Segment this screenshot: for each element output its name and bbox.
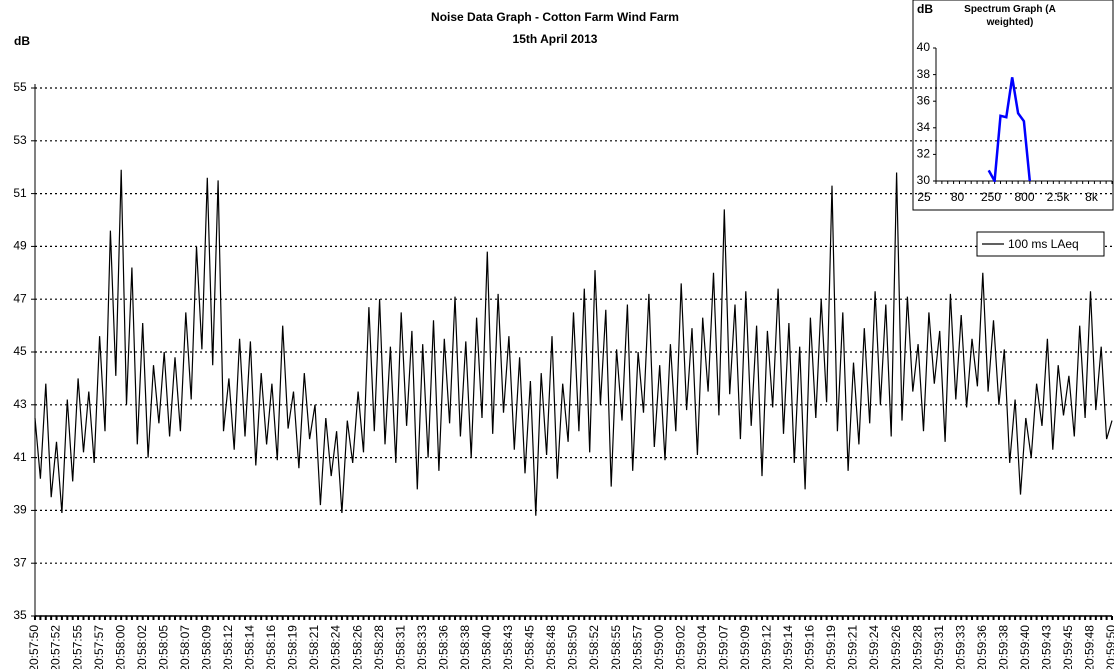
inset-y-tick-label: 40 bbox=[917, 40, 931, 54]
y-tick-label: 39 bbox=[13, 503, 27, 517]
y-tick-label: 35 bbox=[13, 608, 27, 622]
x-tick-label: 20:59:28 bbox=[910, 625, 924, 669]
x-tick-label: 20:58:24 bbox=[329, 625, 343, 669]
inset-y-tick-label: 38 bbox=[917, 67, 931, 81]
x-tick-label: 20:59:14 bbox=[781, 625, 795, 669]
x-tick-label: 20:59:12 bbox=[760, 625, 774, 669]
spectrum-line bbox=[987, 77, 1032, 182]
x-tick-label: 20:58:40 bbox=[480, 625, 494, 669]
x-tick-label: 20:58:38 bbox=[458, 625, 472, 669]
y-tick-label: 49 bbox=[13, 239, 27, 253]
inset-x-tick-label: 25 bbox=[917, 190, 931, 204]
x-tick-label: 20:58:00 bbox=[113, 625, 127, 669]
y-tick-label: 55 bbox=[13, 80, 27, 94]
x-tick-label: 20:59:21 bbox=[846, 625, 860, 669]
inset-title: Spectrum Graph (A weighted) bbox=[964, 4, 1056, 28]
x-tick-label: 20:59:50 bbox=[1104, 625, 1114, 669]
inset-x-tick-label: 2.5k bbox=[1047, 190, 1071, 204]
x-tick-label: 20:58:07 bbox=[178, 625, 192, 669]
x-tick-label: 20:59:16 bbox=[803, 625, 817, 669]
x-tick-label: 20:58:26 bbox=[350, 625, 364, 669]
y-tick-label: 41 bbox=[13, 450, 27, 464]
x-tick-label: 20:59:48 bbox=[1083, 625, 1097, 669]
x-tick-label: 20:57:52 bbox=[49, 625, 63, 669]
x-tick-label: 20:57:57 bbox=[92, 625, 106, 669]
x-tick-label: 20:58:50 bbox=[566, 625, 580, 669]
x-tick-label: 20:59:36 bbox=[975, 625, 989, 669]
inset-x-tick-label: 250 bbox=[981, 190, 1001, 204]
y-tick-label: 45 bbox=[13, 344, 27, 358]
x-tick-label: 20:59:04 bbox=[695, 625, 709, 669]
x-tick-label: 20:59:00 bbox=[652, 625, 666, 669]
x-tick-label: 20:59:33 bbox=[953, 625, 967, 669]
x-tick-label: 20:59:07 bbox=[716, 625, 730, 669]
y-tick-label: 47 bbox=[13, 291, 27, 305]
chart-subtitle: 15th April 2013 bbox=[513, 32, 598, 46]
x-tick-label: 20:58:12 bbox=[221, 625, 235, 669]
x-tick-label: 20:58:55 bbox=[609, 625, 623, 669]
x-tick-label: 20:59:19 bbox=[824, 625, 838, 669]
x-tick-label: 20:58:14 bbox=[243, 625, 257, 669]
x-tick-label: 20:59:38 bbox=[996, 625, 1010, 669]
x-tick-label: 20:59:43 bbox=[1040, 625, 1054, 669]
x-tick-label: 20:58:19 bbox=[286, 625, 300, 669]
y-tick-label: 43 bbox=[13, 397, 27, 411]
inset-frame bbox=[912, 0, 1114, 211]
inset-y-label: dB bbox=[917, 2, 933, 16]
inset-y-tick-label: 30 bbox=[917, 173, 931, 187]
x-tick-label: 20:58:02 bbox=[135, 625, 149, 669]
x-tick-label: 20:58:05 bbox=[156, 625, 170, 669]
y-tick-label: 37 bbox=[13, 555, 27, 569]
x-tick-label: 20:58:21 bbox=[307, 625, 321, 669]
x-tick-label: 20:58:33 bbox=[415, 625, 429, 669]
x-tick-label: 20:58:09 bbox=[199, 625, 213, 669]
x-tick-label: 20:58:52 bbox=[587, 625, 601, 669]
y-axis-label: dB bbox=[14, 34, 30, 48]
inset-x-tick-label: 8k bbox=[1085, 190, 1099, 204]
x-tick-label: 20:59:31 bbox=[932, 625, 946, 669]
x-tick-label: 20:58:31 bbox=[393, 625, 407, 669]
x-tick-label: 20:58:36 bbox=[436, 625, 450, 669]
x-tick-label: 20:58:57 bbox=[630, 625, 644, 669]
x-tick-label: 20:59:45 bbox=[1061, 625, 1075, 669]
y-tick-label: 51 bbox=[13, 186, 27, 200]
chart-title: Noise Data Graph - Cotton Farm Wind Farm bbox=[431, 10, 679, 24]
inset-x-tick-label: 800 bbox=[1014, 190, 1034, 204]
series-line bbox=[34, 169, 1113, 516]
x-tick-label: 20:58:16 bbox=[264, 625, 278, 669]
x-tick-label: 20:59:02 bbox=[673, 625, 687, 669]
x-tick-label: 20:58:45 bbox=[523, 625, 537, 669]
x-tick-label: 20:59:09 bbox=[738, 625, 752, 669]
y-tick-label: 53 bbox=[13, 133, 27, 147]
inset-y-tick-label: 34 bbox=[917, 120, 931, 134]
x-tick-label: 20:58:28 bbox=[372, 625, 386, 669]
inset-x-tick-label: 80 bbox=[951, 190, 965, 204]
inset-plot bbox=[987, 77, 1032, 182]
x-tick-label: 20:57:55 bbox=[70, 625, 84, 669]
x-tick-label: 20:57:50 bbox=[27, 625, 41, 669]
x-tick-label: 20:58:43 bbox=[501, 625, 515, 669]
x-tick-label: 20:59:26 bbox=[889, 625, 903, 669]
inset-y-tick-label: 32 bbox=[917, 147, 931, 161]
legend-label: 100 ms LAeq bbox=[1008, 237, 1079, 251]
x-tick-label: 20:58:48 bbox=[544, 625, 558, 669]
inset-y-tick-label: 36 bbox=[917, 93, 931, 107]
x-tick-label: 20:59:40 bbox=[1018, 625, 1032, 669]
x-tick-label: 20:59:24 bbox=[867, 625, 881, 669]
